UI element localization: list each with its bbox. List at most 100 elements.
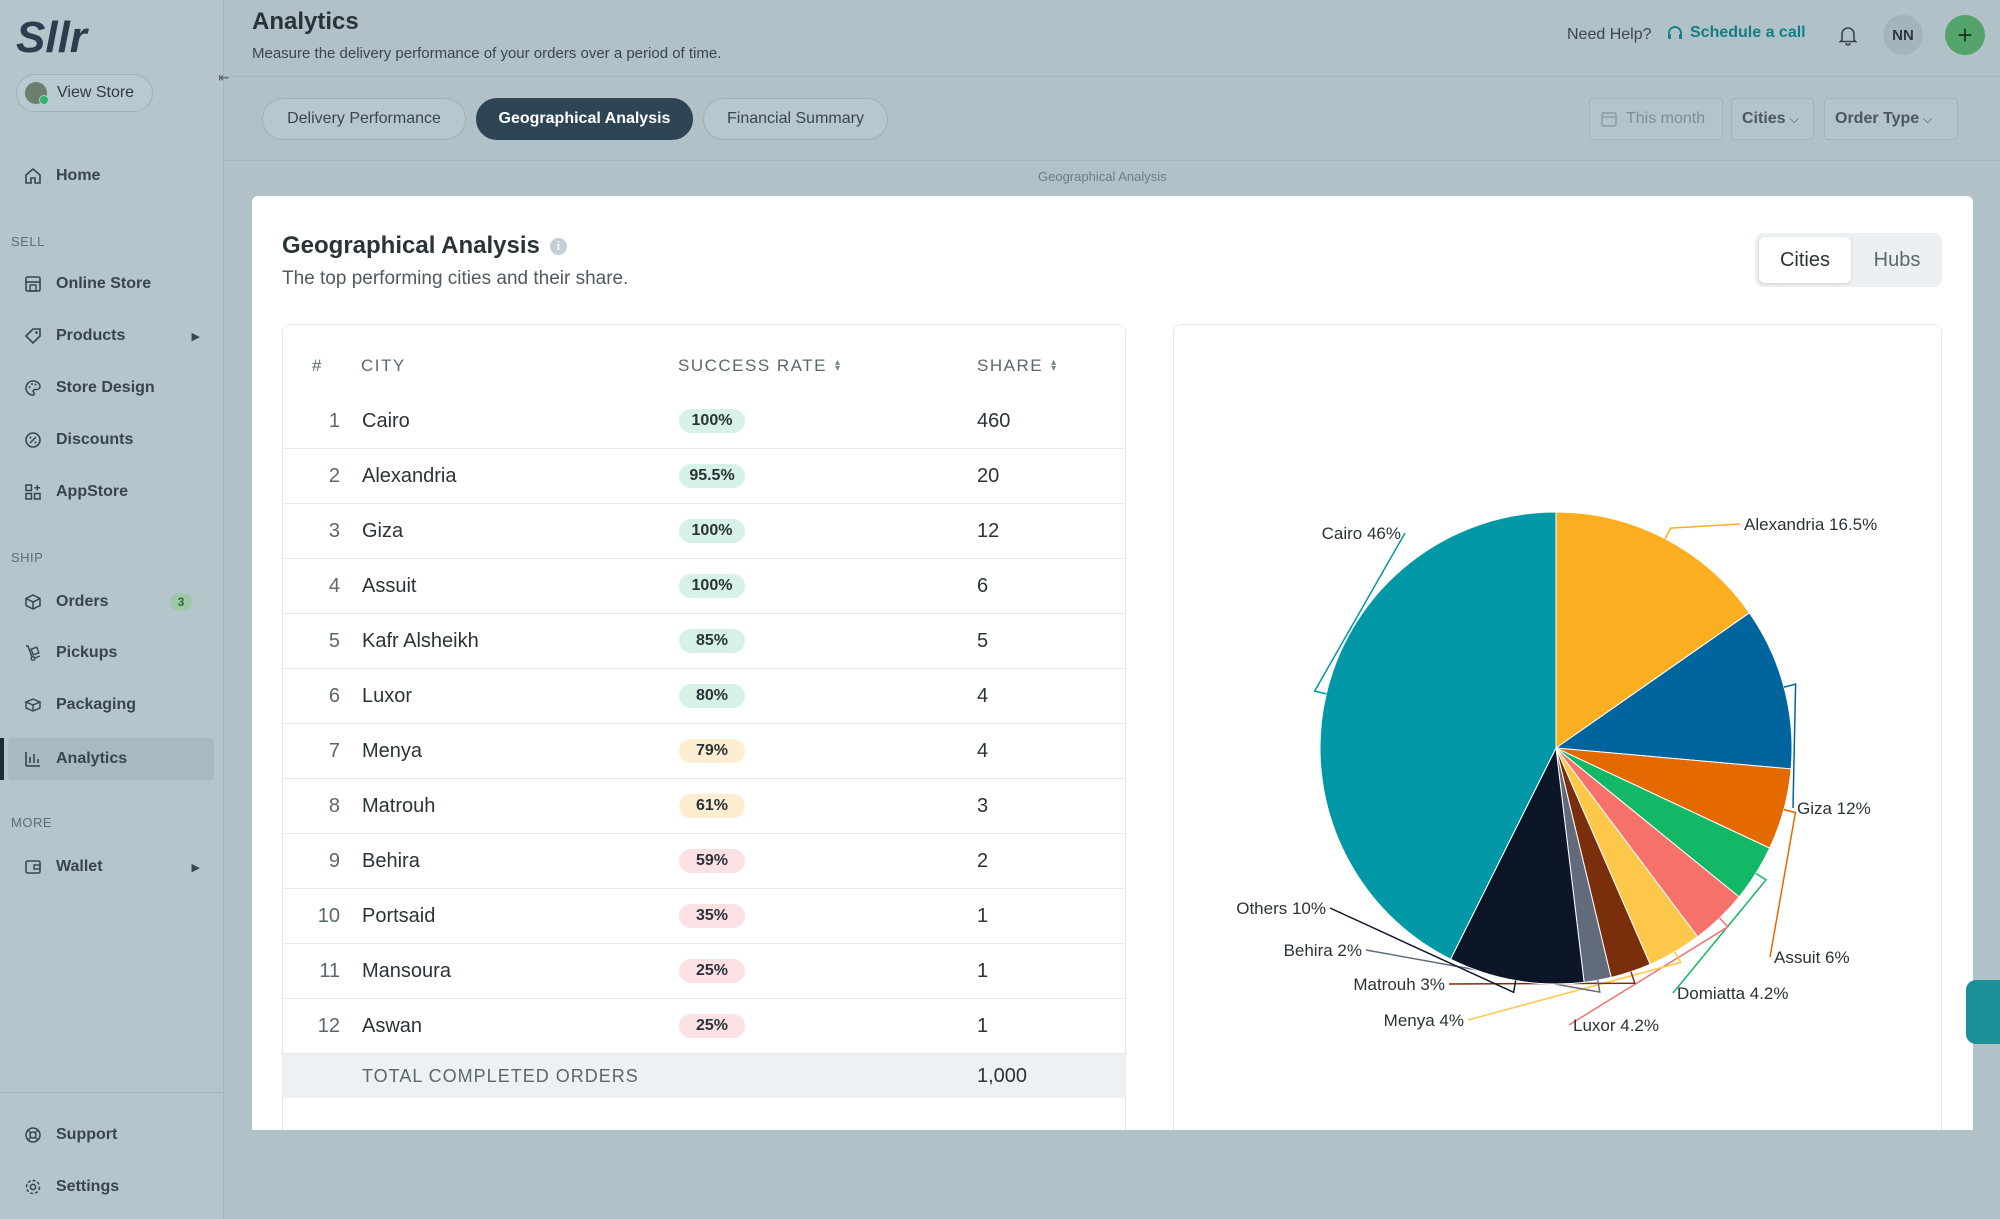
store-icon <box>22 273 44 295</box>
row-number: 1 <box>328 410 340 432</box>
table-row[interactable]: 12 Aswan 25% 1 <box>283 999 1125 1054</box>
cities-filter[interactable]: Cities ⌵ <box>1731 98 1814 140</box>
tab-delivery-performance[interactable]: Delivery Performance <box>262 98 466 140</box>
table-row[interactable]: 11 Mansoura 25% 1 <box>283 944 1125 999</box>
sidebar-item-pickups[interactable]: Pickups <box>8 632 214 674</box>
order-type-filter[interactable]: Order Type ⌵ <box>1824 98 1958 140</box>
column-header-success-rate[interactable]: SUCCESS RATE ▴ ▾ <box>678 356 842 376</box>
row-city: Menya <box>362 740 423 762</box>
sidebar-item-discounts[interactable]: Discounts <box>8 419 214 461</box>
row-share: 1 <box>977 1015 989 1037</box>
tab-financial-summary[interactable]: Financial Summary <box>703 98 888 140</box>
user-avatar[interactable]: NN <box>1883 15 1923 55</box>
cities-filter-label: Cities <box>1742 110 1786 127</box>
column-header-share[interactable]: SHARE ▴ ▾ <box>977 356 1058 376</box>
row-number: 5 <box>328 630 340 652</box>
schedule-call-label: Schedule a call <box>1690 24 1806 41</box>
date-filter[interactable]: This month <box>1589 98 1723 140</box>
pie-leader-line <box>1329 907 1517 994</box>
apps-icon <box>22 481 44 503</box>
sidebar-item-label: Store Design <box>56 379 155 396</box>
pie-leader-line <box>1313 532 1406 695</box>
package-icon <box>22 694 44 716</box>
row-share: 20 <box>977 465 1000 487</box>
row-success-rate-badge: 100% <box>679 409 745 433</box>
caret-right-icon: ▶ <box>191 330 200 343</box>
row-share: 5 <box>977 630 989 652</box>
collapse-sidebar-icon[interactable]: ⇤ <box>218 70 230 85</box>
page-subtitle: Measure the delivery performance of your… <box>252 45 722 62</box>
pie-slice-label: Giza 12% <box>1797 799 1871 818</box>
sidebar-item-wallet[interactable]: Wallet ▶ <box>8 846 214 888</box>
toggle-hubs[interactable]: Hubs <box>1873 248 1921 271</box>
sidebar-item-label: Settings <box>56 1178 120 1195</box>
pie-leader-line <box>1448 971 1636 985</box>
table-row[interactable]: 2 Alexandria 95.5% 20 <box>283 449 1125 504</box>
row-share: 1 <box>977 960 989 982</box>
table-row[interactable]: 6 Luxor 80% 4 <box>283 669 1125 724</box>
pie-leader-line <box>1365 949 1601 994</box>
sidebar-item-home[interactable]: Home <box>8 155 214 197</box>
chevron-down-icon: ⌵ <box>1923 111 1933 126</box>
row-number: 10 <box>317 905 340 927</box>
sidebar-item-label: Pickups <box>56 644 118 661</box>
table-row[interactable]: 3 Giza 100% 12 <box>283 504 1125 559</box>
sidebar-item-appstore[interactable]: AppStore <box>8 471 214 513</box>
brand-logo: Sllr <box>16 14 90 58</box>
sidebar: Sllr View Store ⇤ Home SELL Online Store… <box>0 0 229 1219</box>
toggle-cities[interactable]: Cities <box>1759 237 1851 283</box>
palette-icon <box>22 377 44 399</box>
row-city: Aswan <box>362 1015 423 1037</box>
row-number: 2 <box>328 465 340 487</box>
row-success-rate-badge: 85% <box>679 629 745 653</box>
tab-geographical-analysis[interactable]: Geographical Analysis <box>476 98 693 140</box>
view-store-button[interactable]: View Store <box>16 74 153 112</box>
row-number: 8 <box>328 795 340 817</box>
pie-slice[interactable] <box>1449 746 1585 985</box>
row-success-rate-badge: 61% <box>679 794 745 818</box>
sidebar-item-label: Wallet <box>56 858 103 875</box>
add-button[interactable]: + <box>1945 15 1985 55</box>
table-row[interactable]: 9 Behira 59% 2 <box>283 834 1125 889</box>
pie-leader-line <box>1664 523 1741 540</box>
row-success-rate-badge: 59% <box>679 849 745 873</box>
row-success-rate-badge: 80% <box>679 684 745 708</box>
header-divider <box>224 76 2000 77</box>
row-city: Assuit <box>362 575 417 597</box>
sidebar-item-label: Products <box>56 327 126 344</box>
sidebar-item-label: Online Store <box>56 275 152 292</box>
sidebar-item-orders[interactable]: Orders 3 <box>8 581 214 623</box>
pie-slice[interactable] <box>1555 511 1751 749</box>
row-share: 1 <box>977 905 989 927</box>
info-icon[interactable]: i <box>549 237 567 255</box>
pie-slice-label: Matrouh 3% <box>1353 975 1445 994</box>
chat-launcher[interactable] <box>1966 980 2000 1044</box>
table-row[interactable]: 4 Assuit 100% 6 <box>283 559 1125 614</box>
table-row[interactable]: 7 Menya 79% 4 <box>283 724 1125 779</box>
table-row[interactable]: 10 Portsaid 35% 1 <box>283 889 1125 944</box>
sidebar-item-support[interactable]: Support <box>8 1114 214 1156</box>
column-header-share-label: SHARE <box>977 356 1044 375</box>
sidebar-item-analytics[interactable]: Analytics <box>8 738 214 780</box>
pie-chart: Alexandria 16.5% Giza 12% Assuit 6% Domiatt… <box>1236 511 1877 1035</box>
sidebar-item-packaging[interactable]: Packaging <box>8 684 214 726</box>
card-title: Geographical Analysis i <box>282 232 567 260</box>
row-share: 6 <box>977 575 989 597</box>
sidebar-item-online-store[interactable]: Online Store <box>8 263 214 305</box>
bell-icon[interactable] <box>1837 24 1859 51</box>
row-number: 9 <box>328 850 340 872</box>
total-label: TOTAL COMPLETED ORDERS <box>362 1066 639 1086</box>
pie-slice[interactable] <box>1554 612 1793 770</box>
table-row[interactable]: 1 Cairo 100% 460 <box>283 394 1125 449</box>
table-row[interactable]: 5 Kafr Alsheikh 85% 5 <box>283 614 1125 669</box>
sidebar-item-products[interactable]: Products ▶ <box>8 315 214 357</box>
pie-slice-label: Luxor 4.2% <box>1573 1016 1659 1035</box>
row-city: Mansoura <box>362 960 451 982</box>
table-row[interactable]: 8 Matrouh 61% 3 <box>283 779 1125 834</box>
row-city: Behira <box>362 850 420 872</box>
sidebar-item-settings[interactable]: Settings <box>8 1166 214 1208</box>
pie-slice-label: Menya 4% <box>1384 1011 1464 1030</box>
row-share: 12 <box>977 520 1000 542</box>
schedule-call-link[interactable]: Schedule a call <box>1666 24 1806 42</box>
sidebar-item-store-design[interactable]: Store Design <box>8 367 214 409</box>
